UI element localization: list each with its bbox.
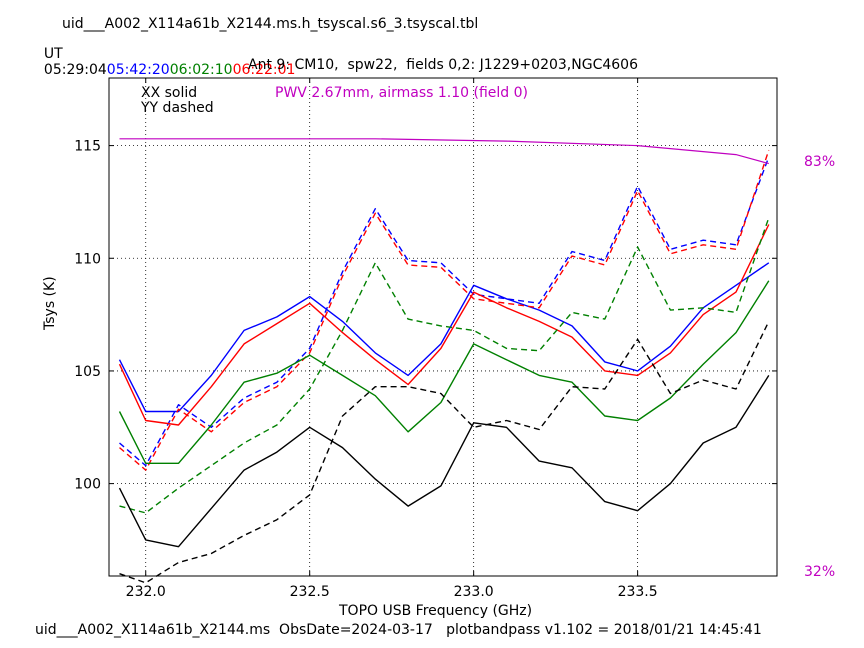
right-axis-bottom-label: 32% bbox=[804, 564, 836, 580]
legend-xx: XX solid bbox=[141, 85, 198, 101]
series-line-xx bbox=[118, 262, 770, 413]
series-line-yy bbox=[119, 156, 770, 467]
ut-time-green: 06:02:10 bbox=[169, 62, 233, 78]
chart-title: Ant 9: CM10, spw22, fields 0,2: J1229+02… bbox=[248, 57, 638, 73]
x-tick-label: 232.0 bbox=[126, 584, 166, 600]
series-line-yy bbox=[119, 149, 770, 471]
x-axis-label: TOPO USB Frequency (GHz) bbox=[339, 603, 533, 619]
legend-yy: YY dashed bbox=[141, 100, 214, 116]
right-axis-top-label: 83% bbox=[804, 154, 836, 170]
ut-line: UT 05:29:0405:42:2006:02:1006:22:01 bbox=[35, 30, 296, 78]
footer-text: uid___A002_X114a61b_X2144.ms ObsDate=202… bbox=[35, 622, 762, 638]
ut-prefix: UT bbox=[43, 46, 63, 62]
series-line-xx bbox=[118, 224, 770, 426]
table-name: uid___A002_X114a61b_X2144.ms.h_tsyscal.s… bbox=[62, 16, 479, 32]
series-line-yy bbox=[119, 321, 770, 584]
pwv-annotation: PWV 2.67mm, airmass 1.10 (field 0) bbox=[275, 85, 529, 101]
plot-frame bbox=[108, 77, 778, 577]
y-tick-label: 110 bbox=[74, 251, 101, 267]
y-tick-label: 100 bbox=[74, 477, 101, 493]
x-tick-label: 233.5 bbox=[618, 584, 658, 600]
y-tick-label: 105 bbox=[74, 364, 101, 380]
y-tick-label: 115 bbox=[74, 139, 101, 155]
series-line-yy bbox=[119, 217, 770, 514]
series-line-xx bbox=[118, 280, 770, 464]
ut-time-red: 06:22:01 bbox=[232, 62, 296, 78]
series-line-xx bbox=[118, 375, 770, 548]
x-tick-label: 233.0 bbox=[454, 584, 494, 600]
atm-transmission-curve bbox=[119, 138, 769, 165]
ut-time-black: 05:29:04 bbox=[43, 62, 107, 78]
ut-time-blue: 05:42:20 bbox=[106, 62, 170, 78]
x-tick-label: 232.5 bbox=[290, 584, 330, 600]
